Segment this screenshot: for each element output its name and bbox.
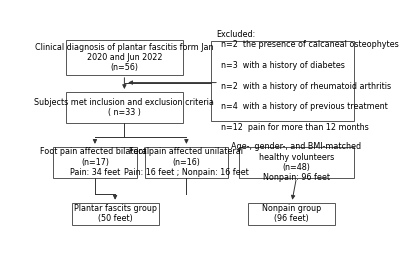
Text: Plantar fascits group
(50 feet): Plantar fascits group (50 feet): [74, 204, 157, 223]
FancyBboxPatch shape: [239, 147, 354, 178]
Text: Foot pain affected unilateral
(n=16)
Pain: 16 feet ; Nonpain: 16 feet: Foot pain affected unilateral (n=16) Pai…: [124, 147, 249, 177]
Text: Excluded:
  n=2  the presence of calcaneal osteophytes

  n=3  with a history of: Excluded: n=2 the presence of calcaneal …: [216, 30, 398, 132]
Text: Subjects met inclusion and exclusion criteria
( n=33 ): Subjects met inclusion and exclusion cri…: [34, 98, 214, 117]
Text: Age-, gender-, and BMI-matched
healthy volunteers
(n=48)
Nonpain: 96 feet: Age-, gender-, and BMI-matched healthy v…: [231, 142, 362, 182]
FancyBboxPatch shape: [211, 41, 354, 121]
FancyBboxPatch shape: [66, 92, 183, 123]
FancyBboxPatch shape: [248, 203, 335, 225]
Text: Foot pain affected bilateral
(n=17)
Pain: 34 feet: Foot pain affected bilateral (n=17) Pain…: [40, 147, 150, 177]
FancyBboxPatch shape: [66, 40, 183, 75]
Text: Clinical diagnosis of plantar fascitis form Jan
2020 and Jun 2022
(n=56): Clinical diagnosis of plantar fascitis f…: [35, 42, 214, 73]
Text: Nonpain group
(96 feet): Nonpain group (96 feet): [262, 204, 322, 223]
FancyBboxPatch shape: [144, 147, 228, 178]
FancyBboxPatch shape: [72, 203, 158, 225]
FancyBboxPatch shape: [53, 147, 137, 178]
